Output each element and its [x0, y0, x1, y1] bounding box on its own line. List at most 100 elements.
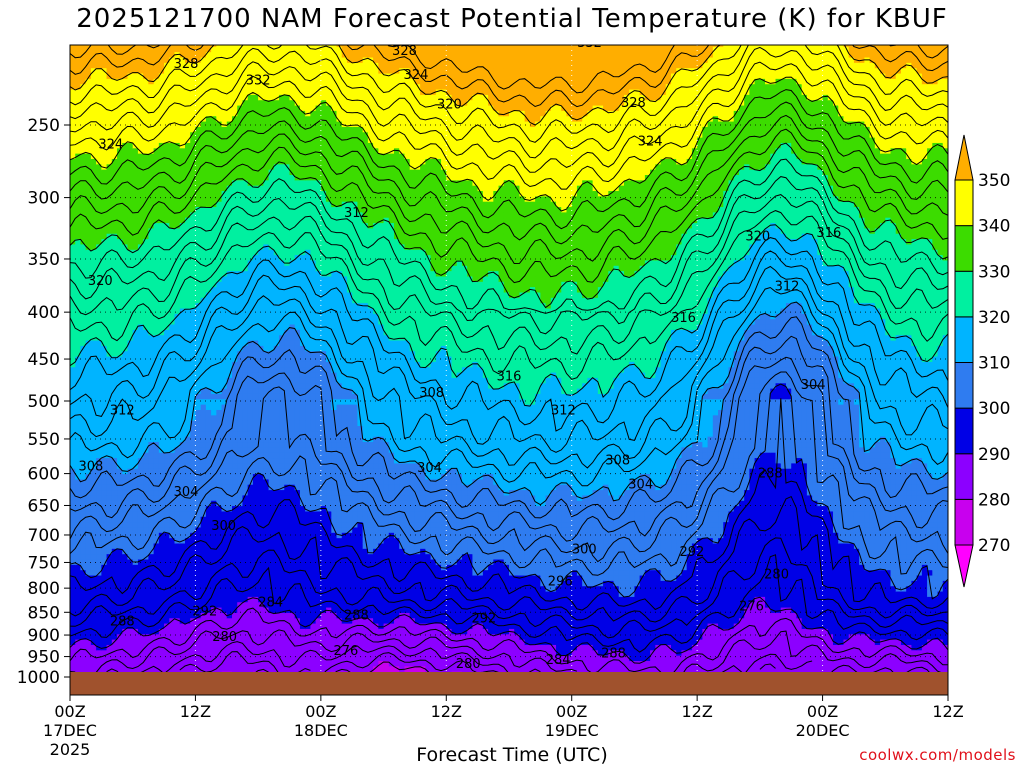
- band-cell: [195, 335, 202, 342]
- band-cell: [80, 335, 87, 342]
- band-cell: [70, 105, 76, 112]
- band-cell: [169, 191, 176, 197]
- band-cell: [232, 431, 238, 438]
- band-cell: [211, 607, 217, 614]
- band-cell: [279, 527, 285, 534]
- band-cell: [96, 644, 102, 651]
- band-cell: [122, 153, 129, 160]
- band-cell: [211, 297, 217, 304]
- band-cell: [190, 78, 197, 85]
- band-cell: [195, 158, 202, 165]
- band-cell: [226, 148, 233, 155]
- band-cell: [242, 660, 249, 667]
- band-cell: [75, 345, 82, 352]
- band-cell: [132, 474, 139, 480]
- band-cell: [75, 575, 82, 582]
- band-cell: [137, 596, 144, 603]
- band-cell: [164, 121, 170, 128]
- band-cell: [137, 228, 144, 235]
- band-cell: [273, 271, 280, 278]
- band-cell: [75, 532, 82, 539]
- band-cell: [80, 426, 87, 432]
- band-cell: [148, 468, 155, 475]
- band-cell: [127, 415, 134, 422]
- band-cell: [80, 228, 87, 235]
- band-cell: [190, 126, 197, 133]
- band-cell: [216, 36, 222, 42]
- band-cell: [174, 121, 181, 128]
- band-cell: [96, 287, 102, 294]
- band-cell: [200, 452, 207, 459]
- band-cell: [117, 351, 123, 358]
- band-cell: [205, 506, 212, 513]
- band-cell: [190, 495, 197, 502]
- band-cell: [101, 436, 108, 443]
- band-cell: [111, 377, 118, 384]
- band-cell: [143, 634, 149, 641]
- band-cell: [153, 388, 160, 395]
- band-cell: [211, 100, 217, 107]
- band-cell: [221, 271, 228, 278]
- band-cell: [153, 618, 160, 625]
- band-cell: [242, 442, 249, 448]
- band-cell: [179, 575, 186, 582]
- band-cell: [190, 607, 197, 614]
- band-cell: [117, 255, 123, 262]
- band-cell: [158, 655, 165, 662]
- band-cell: [247, 586, 254, 593]
- band-cell: [127, 532, 134, 539]
- band-cell: [247, 500, 254, 507]
- band-cell: [90, 602, 97, 609]
- band-cell: [169, 431, 176, 438]
- band-cell: [164, 575, 170, 582]
- band-cell: [184, 511, 191, 518]
- band-cell: [195, 436, 202, 443]
- band-cell: [174, 602, 181, 609]
- band-cell: [242, 100, 249, 107]
- band-cell: [237, 137, 244, 144]
- band-cell: [148, 233, 155, 240]
- band-cell: [263, 45, 270, 48]
- band-cell: [268, 404, 275, 411]
- band-cell: [258, 116, 264, 123]
- band-cell: [137, 292, 144, 299]
- band-cell: [263, 340, 270, 347]
- band-cell: [190, 281, 197, 288]
- band-cell: [80, 548, 87, 555]
- band-cell: [273, 45, 280, 48]
- band-cell: [164, 393, 170, 400]
- band-cell: [273, 634, 280, 641]
- band-cell: [268, 121, 275, 128]
- band-cell: [85, 666, 92, 673]
- band-cell: [137, 607, 144, 614]
- band-cell: [101, 313, 108, 320]
- band-cell: [85, 479, 92, 486]
- band-cell: [216, 404, 223, 411]
- band-cell: [242, 655, 249, 662]
- band-cell: [200, 46, 207, 53]
- band-cell: [221, 244, 228, 251]
- band-cell: [90, 532, 97, 539]
- band-cell: [179, 249, 186, 256]
- band-cell: [85, 249, 92, 256]
- band-cell: [242, 158, 249, 165]
- band-cell: [90, 559, 97, 566]
- band-cell: [137, 468, 144, 475]
- band-cell: [70, 367, 76, 374]
- band-cell: [80, 511, 87, 518]
- band-cell: [96, 399, 102, 406]
- band-cell: [174, 522, 181, 529]
- band-cell: [201, 36, 207, 42]
- band-cell: [96, 239, 102, 246]
- band-cell: [200, 639, 207, 646]
- band-cell: [242, 500, 249, 507]
- band-cell: [205, 436, 212, 443]
- band-cell: [184, 180, 191, 187]
- band-cell: [169, 623, 176, 630]
- band-cell: [127, 45, 134, 48]
- band-cell: [148, 474, 155, 480]
- band-cell: [80, 650, 87, 657]
- band-cell: [96, 554, 102, 561]
- band-cell: [195, 153, 202, 160]
- band-cell: [247, 239, 254, 246]
